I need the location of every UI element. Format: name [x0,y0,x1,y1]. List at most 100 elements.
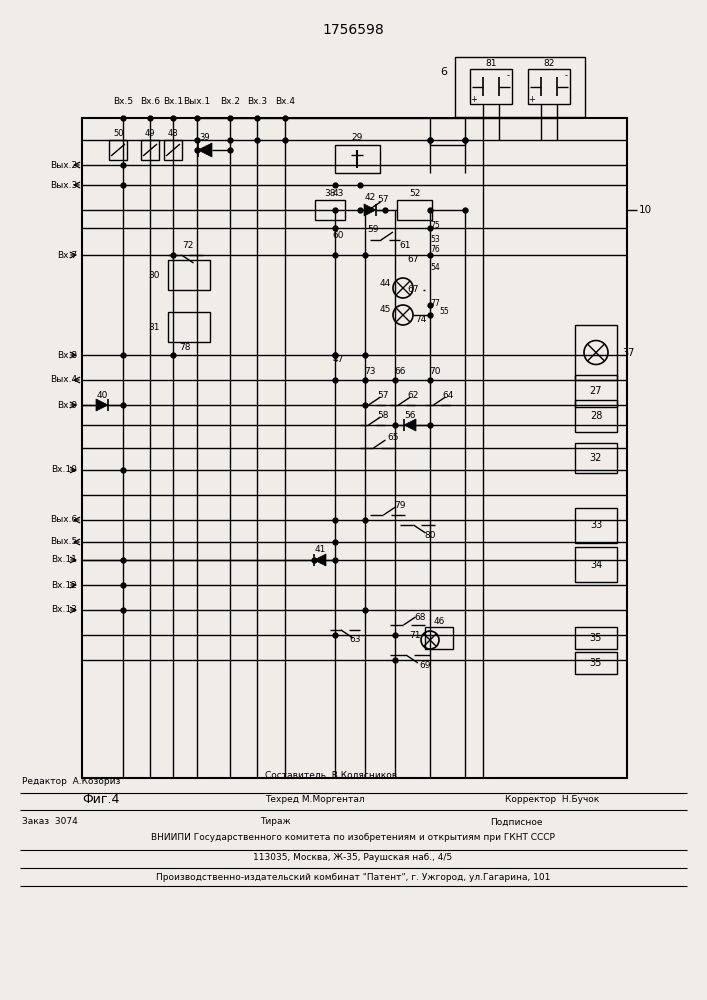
Bar [335,145,380,173]
Text: 49: 49 [145,128,156,137]
Text: Вх.3: Вх.3 [247,98,267,106]
Bar [455,57,585,117]
Text: 31: 31 [148,322,160,332]
Bar [109,140,127,160]
Text: Вх.10: Вх.10 [51,466,77,475]
Text: 44: 44 [380,278,391,288]
Text: 72: 72 [182,240,194,249]
Text: 62: 62 [407,390,419,399]
Text: Вх.2: Вх.2 [220,98,240,106]
Text: 113035, Москва, Ж-35, Раушская наб., 4/5: 113035, Москва, Ж-35, Раушская наб., 4/5 [253,854,452,862]
Text: 78: 78 [180,342,191,352]
Text: 80: 80 [424,530,436,540]
Text: 42: 42 [364,194,375,202]
Text: 76: 76 [430,245,440,254]
Text: Вх.9: Вх.9 [57,400,77,410]
Text: 28: 28 [590,411,602,421]
Text: 53: 53 [430,235,440,244]
Text: 64: 64 [443,390,454,399]
Polygon shape [96,399,108,411]
Text: Вх.13: Вх.13 [51,605,77,614]
Text: Вх.4: Вх.4 [275,98,295,106]
Bar [397,200,432,220]
Text: 29: 29 [352,133,363,142]
Text: Вх.1: Вх.1 [163,98,183,106]
Text: 47: 47 [332,356,344,364]
Text: 52: 52 [409,190,420,198]
Bar [575,627,617,649]
Text: 27: 27 [590,386,602,396]
Text: 67: 67 [407,255,419,264]
Text: 57: 57 [378,390,389,399]
Polygon shape [314,554,326,566]
Text: Вх.5: Вх.5 [113,98,133,106]
Text: 37: 37 [622,348,634,358]
Bar [168,312,210,342]
Text: 43: 43 [332,188,344,198]
Text: Вх.8: Вх.8 [57,351,77,360]
Bar [575,508,617,543]
Polygon shape [404,419,416,431]
Text: 71: 71 [409,631,421,640]
Bar [315,200,345,220]
Text: Вх.11: Вх.11 [51,556,77,564]
Text: 55: 55 [439,308,449,316]
Text: 6: 6 [440,67,447,77]
Text: 60: 60 [332,232,344,240]
Text: 59: 59 [367,225,379,233]
Text: -: - [506,72,510,81]
Text: 46: 46 [433,616,445,626]
Text: 1756598: 1756598 [322,23,384,37]
Bar [575,547,617,582]
Text: Вых.3: Вых.3 [49,180,77,190]
Bar [575,375,617,407]
Text: ВНИИПИ Государственного комитета по изобретениям и открытиям при ГКНТ СССР: ВНИИПИ Государственного комитета по изоб… [151,832,555,842]
Text: Производственно-издательский комбинат "Патент", г. Ужгород, ул.Гагарина, 101: Производственно-издательский комбинат "П… [156,872,550,882]
Text: 77: 77 [430,298,440,308]
Bar [425,627,453,649]
Text: Редактор  А.Козориз: Редактор А.Козориз [22,778,120,786]
Bar [528,69,570,104]
Bar [141,140,159,160]
Text: 45: 45 [380,306,391,314]
Text: 79: 79 [395,500,406,510]
Text: Вых.2: Вых.2 [50,160,77,169]
Text: 69: 69 [419,660,431,670]
Text: 65: 65 [387,434,399,442]
Text: Подписное: Подписное [490,818,542,826]
Bar [82,118,627,778]
Text: -: - [564,72,568,81]
Bar [168,260,210,290]
Text: 35: 35 [590,658,602,668]
Bar [575,400,617,432]
Text: Вх.12: Вх.12 [51,580,77,589]
Text: 35: 35 [590,633,602,643]
Text: 34: 34 [590,560,602,570]
Text: +: + [529,95,535,104]
Text: 10: 10 [639,205,652,215]
Text: 67: 67 [407,286,419,294]
Text: 30: 30 [148,270,160,279]
Text: 38: 38 [325,190,336,198]
Text: 75: 75 [430,221,440,230]
Text: 56: 56 [404,410,416,420]
Bar [575,652,617,674]
Text: Составитель  В.Колясников: Составитель В.Колясников [265,772,397,780]
Text: Заказ  3074: Заказ 3074 [22,818,78,826]
Polygon shape [198,143,212,157]
Text: 68: 68 [414,612,426,621]
Text: 41: 41 [315,546,326,554]
Text: 57: 57 [378,196,389,205]
Text: 54: 54 [430,262,440,271]
Text: Вых.5: Вых.5 [49,538,77,546]
Text: 61: 61 [399,241,411,250]
Bar [575,325,617,380]
Polygon shape [364,204,376,216]
Text: 32: 32 [590,453,602,463]
Text: Вых.4: Вых.4 [50,375,77,384]
Text: Корректор  Н.Бучок: Корректор Н.Бучок [505,796,600,804]
Text: 40: 40 [96,390,107,399]
Text: 50: 50 [113,128,124,137]
Text: +: + [471,95,477,104]
Text: 58: 58 [378,410,389,420]
